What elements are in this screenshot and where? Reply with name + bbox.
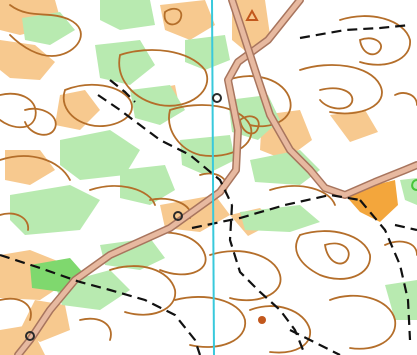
ring-marker [173,211,183,221]
triangle-marker [245,8,259,21]
road [14,0,417,355]
ring-marker [212,93,222,103]
contour-lines [0,4,417,354]
open-land-areas [345,180,398,222]
ring-marker [25,331,35,341]
dot-marker [258,316,266,324]
ring-markers [25,93,222,341]
north-line [211,0,215,355]
edge-mark-green [411,179,417,191]
dashed-paths [0,23,417,355]
